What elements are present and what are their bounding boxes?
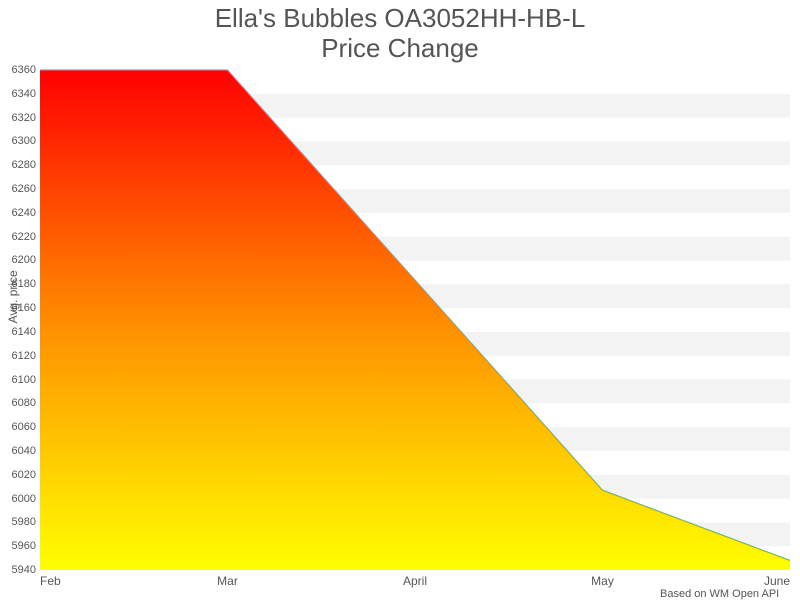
y-tick-label: 5940 xyxy=(0,564,36,576)
y-tick-label: 6080 xyxy=(0,397,36,409)
y-tick-label: 6260 xyxy=(0,183,36,195)
y-tick-label: 6020 xyxy=(0,469,36,481)
y-tick-label: 6360 xyxy=(0,64,36,76)
y-tick-label: 6100 xyxy=(0,374,36,386)
y-tick-label: 5960 xyxy=(0,540,36,552)
y-tick-label: 5980 xyxy=(0,516,36,528)
x-tick-label: Feb xyxy=(40,574,61,588)
y-tick-label: 6200 xyxy=(0,254,36,266)
y-tick-label: 6140 xyxy=(0,326,36,338)
x-tick-label: Mar xyxy=(217,574,238,588)
y-tick-label: 6000 xyxy=(0,493,36,505)
price-chart: Ella's Bubbles OA3052HH-HB-L Price Chang… xyxy=(0,0,800,600)
y-tick-label: 6240 xyxy=(0,207,36,219)
x-tick-label: June xyxy=(764,574,790,588)
plot-area xyxy=(0,0,800,600)
attribution-text: Based on WM Open API xyxy=(660,588,779,600)
y-tick-label: 6160 xyxy=(0,302,36,314)
y-tick-label: 6220 xyxy=(0,231,36,243)
y-tick-label: 6120 xyxy=(0,350,36,362)
y-tick-label: 6180 xyxy=(0,278,36,290)
y-tick-label: 6060 xyxy=(0,421,36,433)
x-tick-label: May xyxy=(591,574,614,588)
y-tick-label: 6320 xyxy=(0,112,36,124)
x-tick-label: April xyxy=(403,574,427,588)
y-tick-label: 6340 xyxy=(0,88,36,100)
y-tick-label: 6300 xyxy=(0,135,36,147)
y-tick-label: 6280 xyxy=(0,159,36,171)
y-tick-label: 6040 xyxy=(0,445,36,457)
